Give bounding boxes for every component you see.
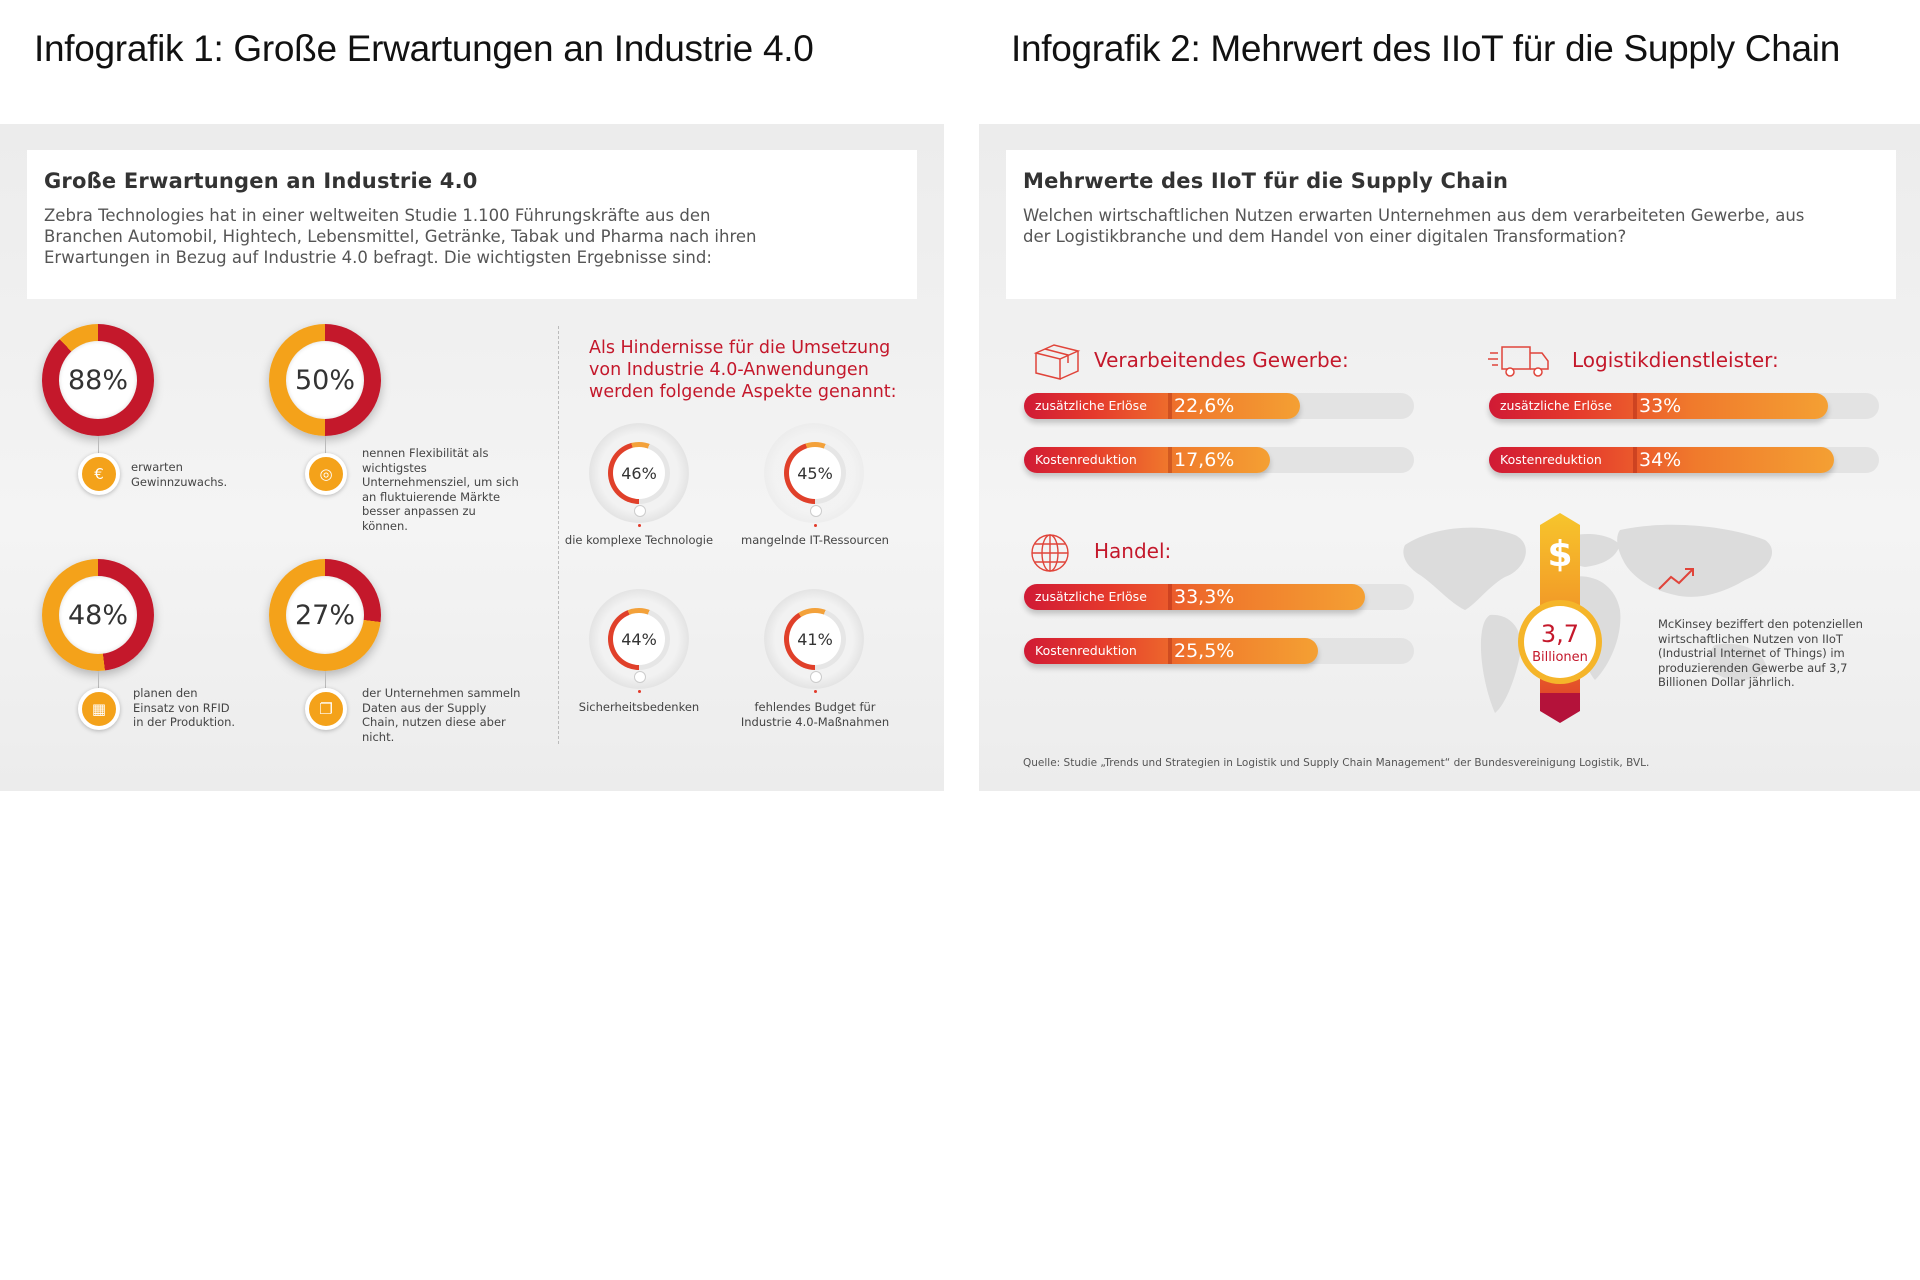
infographic2-intro: Welchen wirtschaftlichen Nutzen erwarten… [1023, 206, 1805, 246]
trend-up-icon [1658, 568, 1694, 590]
bar-label: zusätzliche Erlöse [1035, 589, 1147, 604]
rfid-icon: ▦ [78, 688, 120, 730]
ring-knob [810, 505, 822, 517]
ring-46: 46% [608, 442, 670, 504]
ring-knob [634, 505, 646, 517]
obstacle-label-3: Sicherheitsbedenken [578, 700, 700, 714]
bar-label: Kostenreduktion [1035, 643, 1137, 658]
ring-knob [810, 671, 822, 683]
ring-value: 41% [789, 613, 841, 665]
infographic2-heading: Mehrwerte des IIoT für die Supply Chain [1023, 169, 1509, 193]
bar-value: 34% [1639, 449, 1682, 471]
bar-value: 22,6% [1174, 395, 1235, 417]
stat-50-text: nennen Flexibilität als wichtigstes Unte… [362, 446, 519, 533]
donut-50: 50% [269, 324, 381, 436]
infographic1-title: Infografik 1: Große Erwartungen an Indus… [34, 28, 814, 69]
ring-dot [814, 524, 817, 527]
stem [98, 436, 99, 456]
bar-verarbeitendes-kosten: Kostenreduktion 17,6% [1024, 447, 1271, 473]
ring-dot [638, 524, 641, 527]
bar-verarbeitendes-erloese: zusätzliche Erlöse 22,6% [1024, 393, 1301, 419]
donut-value: 88% [59, 341, 137, 419]
infographic2-title: Infografik 2: Mehrwert des IIoT für die … [1011, 28, 1840, 69]
bar-label: Kostenreduktion [1500, 452, 1602, 467]
stat-27-text: der Unternehmen sammeln Daten aus der Su… [362, 686, 521, 744]
bar-label: zusätzliche Erlöse [1500, 398, 1612, 413]
ring-41: 41% [784, 608, 846, 670]
ring-value: 46% [613, 447, 665, 499]
bar-track: Kostenreduktion 34% [1489, 447, 1879, 473]
bar-handel-erloese: zusätzliche Erlöse 33,3% [1024, 584, 1365, 610]
donut-value: 50% [286, 341, 364, 419]
bar-divider [1168, 393, 1172, 419]
donut-48: 48% [42, 559, 154, 671]
truck-icon [1488, 346, 1549, 377]
sector-title-handel: Handel: [1094, 539, 1172, 563]
billion-pillar [1518, 513, 1602, 723]
bar-logistik-erloese: zusätzliche Erlöse 33% [1489, 393, 1828, 419]
bar-divider [1633, 393, 1637, 419]
source-note: Quelle: Studie „Trends und Strategien in… [1023, 757, 1650, 769]
stem [325, 671, 326, 689]
ring-44: 44% [608, 608, 670, 670]
bar-divider [1168, 638, 1172, 664]
obstacles-heading: Als Hindernisse für die Umsetzung von In… [589, 338, 897, 402]
ring-dot [814, 690, 817, 693]
obstacle-label-2: mangelnde IT-Ressourcen [741, 533, 889, 547]
ring-value: 45% [789, 447, 841, 499]
billion-unit: Billionen [1532, 650, 1588, 665]
billion-value: 3,7 [1540, 620, 1580, 648]
sector-title-logistikdienstleister: Logistikdienstleister: [1572, 348, 1779, 372]
bar-divider [1168, 447, 1172, 473]
sector-title-verarbeitendes-gewerbe: Verarbeitendes Gewerbe: [1094, 348, 1349, 372]
column-divider [558, 326, 559, 744]
mckinsey-text: McKinsey beziffert den potenziellen wirt… [1658, 617, 1863, 689]
infographic2-header: Mehrwerte des IIoT für die Supply Chain … [1006, 150, 1896, 299]
ring-45: 45% [784, 442, 846, 504]
infographic1-intro: Zebra Technologies hat in einer weltweit… [44, 206, 757, 267]
donut-88: 88% [42, 324, 154, 436]
bar-handel-kosten: Kostenreduktion 25,5% [1024, 638, 1318, 664]
donut-value: 48% [59, 576, 137, 654]
infographic1-header: Große Erwartungen an Industrie 4.0 Zebra… [27, 150, 917, 299]
bar-track: Kostenreduktion 25,5% [1024, 638, 1414, 664]
bar-value: 33% [1639, 395, 1682, 417]
euro-icon: € [78, 453, 120, 495]
ring-dot [638, 690, 641, 693]
bar-label: Kostenreduktion [1035, 452, 1137, 467]
donut-27: 27% [269, 559, 381, 671]
bar-divider [1633, 447, 1637, 473]
stem [325, 436, 326, 456]
bar-value: 17,6% [1174, 449, 1235, 471]
infographic1-heading: Große Erwartungen an Industrie 4.0 [44, 169, 478, 193]
target-icon: ◎ [305, 453, 347, 495]
obstacle-label-1: die komplexe Technologie [564, 533, 714, 547]
ring-value: 44% [613, 613, 665, 665]
obstacle-label-4: fehlendes Budget für Industrie 4.0-Maßna… [740, 700, 890, 729]
globe-icon [1031, 534, 1069, 572]
ring-knob [634, 671, 646, 683]
dollar-icon: $ [1547, 534, 1573, 575]
bar-track: zusätzliche Erlöse 22,6% [1024, 393, 1414, 419]
documents-icon: ❐ [305, 688, 347, 730]
bar-label: zusätzliche Erlöse [1035, 398, 1147, 413]
donut-value: 27% [286, 576, 364, 654]
bar-track: zusätzliche Erlöse 33,3% [1024, 584, 1414, 610]
bar-divider [1168, 584, 1172, 610]
bar-logistik-kosten: Kostenreduktion 34% [1489, 447, 1834, 473]
stat-88-text: erwarten Gewinnzuwachs. [131, 460, 228, 489]
stem [98, 671, 99, 689]
bar-value: 33,3% [1174, 586, 1235, 608]
box-icon [1033, 344, 1081, 380]
bar-value: 25,5% [1174, 640, 1235, 662]
stat-48-text: planen den Einsatz von RFID in der Produ… [133, 686, 236, 729]
bar-track: Kostenreduktion 17,6% [1024, 447, 1414, 473]
bar-track: zusätzliche Erlöse 33% [1489, 393, 1879, 419]
